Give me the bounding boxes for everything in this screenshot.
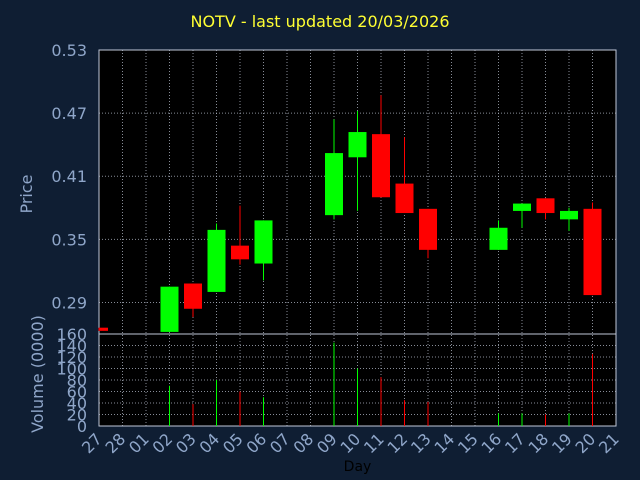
price-tick-label: 0.53 xyxy=(51,41,87,60)
candle-body xyxy=(489,227,508,250)
candle-body xyxy=(560,210,578,220)
price-tick-label: 0.29 xyxy=(51,293,87,312)
volume-tick-label: 160 xyxy=(56,325,87,344)
volume-tick-label: 100 xyxy=(56,360,87,379)
candle-body xyxy=(419,208,437,250)
candle-body xyxy=(254,220,273,264)
candle-body xyxy=(536,198,555,214)
candle-body xyxy=(160,286,179,332)
volume-tick-label: 60 xyxy=(67,383,87,402)
price-tick-label: 0.35 xyxy=(51,230,87,249)
candle-body xyxy=(207,229,226,292)
x-tick-label: 21 xyxy=(595,429,623,457)
volume-tick-label: 20 xyxy=(67,406,87,425)
chart-title: NOTV - last updated 20/03/2026 xyxy=(190,12,450,31)
x-axis-label: Day xyxy=(344,459,372,475)
candle-body xyxy=(513,203,531,211)
candle-body xyxy=(395,183,414,214)
price-tick-label: 0.41 xyxy=(51,167,87,186)
volume-tick-label: 40 xyxy=(67,394,87,413)
candle-body xyxy=(99,327,108,331)
candle-body xyxy=(231,245,249,260)
volume-tick-label: 140 xyxy=(56,337,87,356)
price-tick-label: 0.47 xyxy=(51,104,87,123)
volume-tick-label: 80 xyxy=(67,371,87,390)
candle-body xyxy=(348,132,367,158)
candle-body xyxy=(372,134,390,198)
candle-body xyxy=(325,153,343,216)
candle-body xyxy=(184,283,202,309)
volume-tick-label: 0 xyxy=(77,417,87,436)
price-axis-label: Price xyxy=(17,174,36,213)
volume-tick-label: 120 xyxy=(56,348,87,367)
candle-body xyxy=(583,208,602,296)
volume-axis-label: Volume (0000) xyxy=(28,315,47,433)
